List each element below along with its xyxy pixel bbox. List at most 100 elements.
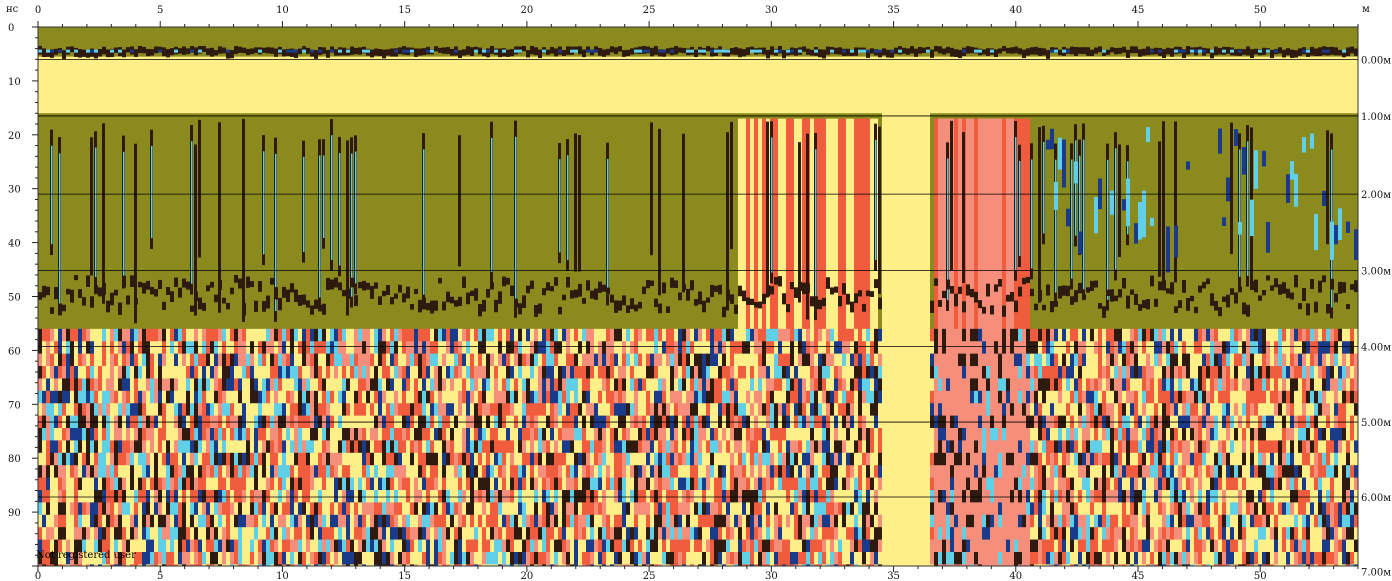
reflector-band	[42, 285, 46, 298]
noise-cell	[586, 502, 590, 516]
noise-cell	[294, 539, 298, 553]
noise-cell	[734, 465, 738, 479]
noise-cell	[334, 328, 338, 342]
yellow-top-band	[494, 56, 498, 114]
noise-cell	[182, 514, 186, 528]
dark-streak	[798, 142, 801, 303]
noise-cell	[802, 490, 806, 503]
noise-cell	[718, 452, 722, 466]
noise-cell	[638, 353, 642, 367]
noise-cell	[822, 477, 826, 491]
noise-cell	[614, 390, 618, 404]
noise-cell	[258, 390, 262, 404]
noise-cell	[786, 341, 790, 355]
noise-cell	[562, 502, 566, 516]
noise-cell	[710, 428, 714, 441]
noise-cell	[486, 514, 490, 528]
noise-cell	[174, 551, 178, 565]
noise-cell	[102, 403, 106, 417]
noise-cell	[174, 477, 178, 491]
noise-cell	[38, 341, 42, 355]
noise-cell	[386, 428, 390, 441]
yellow-top-band	[402, 56, 406, 114]
noise-cell	[266, 564, 270, 566]
noise-cell	[670, 452, 674, 466]
noise-cell	[142, 341, 146, 355]
noise-cell	[46, 490, 50, 503]
noise-cell	[506, 353, 510, 367]
noise-cell	[90, 440, 94, 454]
noise-cell	[582, 403, 586, 417]
noise-cell	[78, 366, 82, 379]
surface-reflection-light	[86, 49, 90, 53]
noise-cell	[766, 477, 770, 491]
noise-cell	[626, 539, 630, 553]
noise-cell	[510, 341, 514, 355]
noise-cell	[782, 551, 786, 565]
noise-cell	[810, 514, 814, 528]
reflector-band	[522, 295, 526, 308]
surface-reflection	[206, 48, 210, 56]
noise-cell	[682, 440, 686, 454]
noise-cell	[526, 502, 530, 516]
noise-cell	[214, 514, 218, 528]
noise-cell	[246, 502, 250, 516]
noise-cell	[578, 527, 582, 541]
noise-cell	[682, 378, 686, 392]
noise-cell	[238, 452, 242, 466]
noise-cell	[230, 353, 234, 367]
noise-cell	[190, 452, 194, 466]
noise-cell	[614, 341, 618, 355]
noise-cell	[322, 477, 326, 491]
noise-cell	[158, 477, 162, 491]
noise-cell	[154, 403, 158, 417]
noise-cell	[646, 440, 650, 454]
noise-cell	[686, 353, 690, 367]
noise-cell	[146, 403, 150, 417]
noise-cell	[210, 378, 214, 392]
noise-cell	[234, 353, 238, 367]
reflector-band	[454, 300, 458, 307]
reflector-band	[502, 276, 506, 287]
noise-cell	[286, 366, 290, 379]
noise-cell	[298, 490, 302, 503]
noise-cell	[242, 328, 246, 342]
noise-cell	[738, 390, 742, 404]
noise-cell	[258, 527, 262, 541]
noise-cell	[126, 378, 130, 392]
noise-cell	[766, 328, 770, 342]
cyan-streak	[323, 155, 325, 239]
noise-cell	[870, 551, 874, 565]
surface-reflection	[526, 50, 530, 58]
noise-cell	[866, 452, 870, 466]
noise-cell	[382, 527, 386, 541]
noise-cell	[538, 366, 542, 379]
reflector-band	[258, 280, 262, 292]
noise-cell	[722, 490, 726, 503]
noise-cell	[434, 551, 438, 565]
noise-cell	[486, 378, 490, 392]
noise-cell	[678, 551, 682, 565]
noise-cell	[262, 465, 266, 479]
surface-reflection	[270, 47, 274, 54]
noise-cell	[662, 452, 666, 466]
noise-cell	[366, 477, 370, 491]
surface-reflection	[298, 48, 302, 55]
noise-cell	[670, 551, 674, 565]
noise-cell	[606, 539, 610, 553]
noise-cell	[318, 514, 322, 528]
noise-cell	[834, 341, 838, 355]
noise-cell	[58, 440, 62, 454]
noise-cell	[566, 428, 570, 441]
noise-cell	[450, 353, 454, 367]
noise-cell	[146, 514, 150, 528]
noise-cell	[862, 564, 866, 566]
noise-cell	[190, 440, 194, 454]
yellow-top-band	[426, 56, 430, 114]
reflector-band	[70, 289, 74, 303]
noise-cell	[214, 353, 218, 367]
noise-cell	[310, 403, 314, 417]
noise-cell	[226, 564, 230, 566]
noise-cell	[98, 452, 102, 466]
noise-cell	[666, 353, 670, 367]
